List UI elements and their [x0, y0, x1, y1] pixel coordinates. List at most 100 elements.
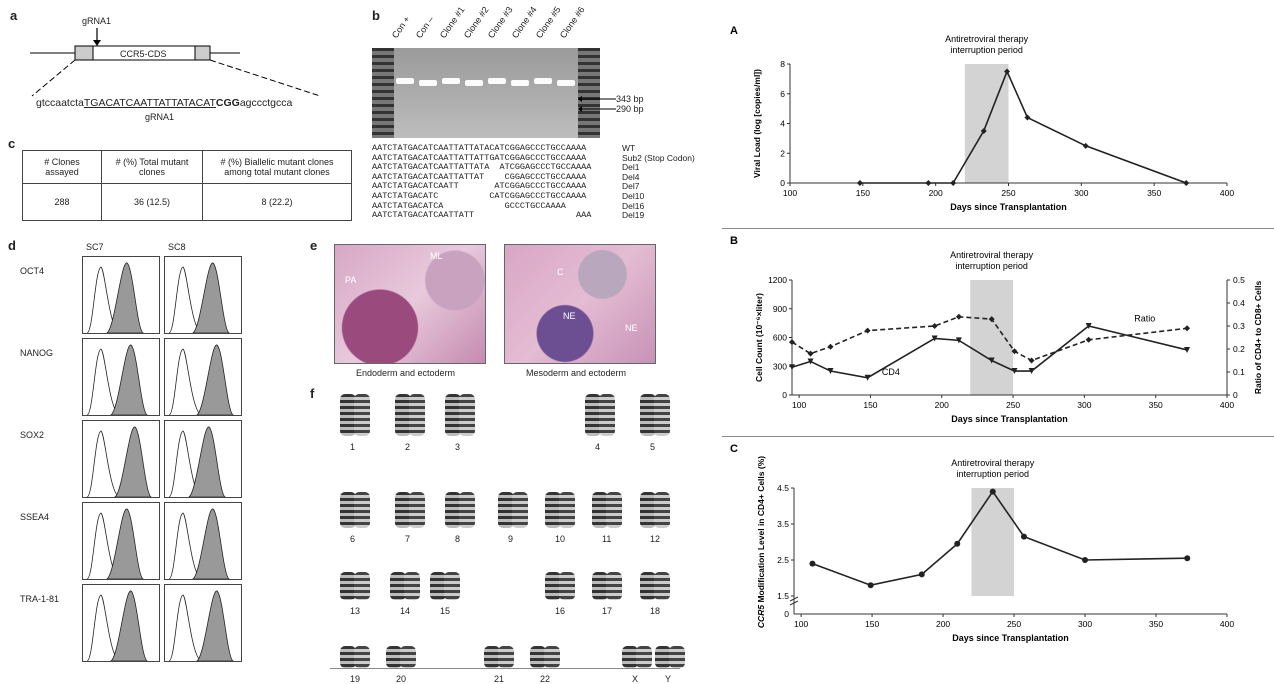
- panel-a-label: a: [10, 8, 18, 23]
- gel-lane-label: Con –: [413, 14, 436, 41]
- chromosome-label: 22: [540, 674, 551, 684]
- chromosome-label: 18: [650, 606, 661, 616]
- band-label-343: 343 bp: [616, 94, 644, 104]
- chromosome: [599, 394, 615, 436]
- chromosome-label: 17: [602, 606, 613, 616]
- header-total-mutant: # (%) Total mutant clones: [101, 150, 203, 184]
- cd4-point: [1085, 323, 1092, 329]
- sequence-pam: CGG: [215, 97, 240, 109]
- y-axis-label-rest: Modification Level in CD4+ Cells (%): [756, 456, 766, 605]
- chromosome: [400, 646, 416, 668]
- marker-curve: [187, 426, 227, 498]
- chromosome: [655, 646, 671, 668]
- gel-band: [465, 80, 483, 86]
- x-tick-label: 150: [856, 188, 870, 198]
- chromosome: [354, 572, 370, 600]
- y-tick-label: 0: [782, 390, 787, 400]
- chromosome: [640, 492, 656, 528]
- marker-curve: [109, 590, 149, 662]
- isotype-curve: [86, 594, 120, 662]
- histogram-sc7: [82, 338, 160, 416]
- gel-ladder-left: [372, 48, 394, 138]
- chromosome: [545, 572, 561, 600]
- interruption-label-line: Antiretroviral therapy: [945, 34, 1029, 44]
- interruption-label: Antiretroviral therapy interruption perio…: [951, 458, 1035, 479]
- value-biallelic: 8 (22.2): [202, 183, 352, 221]
- chromosome: [340, 572, 356, 600]
- chromosome: [459, 492, 475, 528]
- x-tick-label: 200: [936, 619, 950, 629]
- modification-point: [867, 582, 874, 589]
- modification-point: [1184, 555, 1191, 562]
- ratio-point: [1011, 348, 1018, 355]
- modification-point: [1082, 557, 1089, 563]
- x-tick-label: 150: [865, 619, 879, 629]
- chromosome-label: 14: [400, 606, 411, 616]
- histogram-plot: [168, 262, 231, 334]
- karyotype-baseline: [330, 668, 680, 669]
- cd4-point: [988, 357, 995, 364]
- chart-a: A Antiretroviral therapy interruption peri…: [730, 25, 1234, 212]
- isotype-curve: [86, 266, 120, 334]
- chromosome-label: 16: [555, 606, 566, 616]
- chromosome: [606, 572, 622, 600]
- viral-load-point: [1183, 180, 1190, 186]
- cd4-point: [955, 337, 962, 344]
- interruption-label-line: interruption period: [956, 469, 1029, 479]
- y-tick-label: 2.5: [777, 555, 789, 565]
- sequence-label: Del4: [622, 171, 640, 182]
- ratio-point: [931, 323, 938, 329]
- y-tick-label: 2: [780, 148, 785, 158]
- interruption-label: Antiretroviral therapy interruption perio…: [950, 250, 1034, 271]
- caption-endoderm: Endoderm and ectoderm: [356, 368, 456, 378]
- y-tick-label: 0: [780, 178, 785, 188]
- gel-band: [557, 80, 575, 86]
- y2-tick-label: 0.3: [1233, 321, 1245, 331]
- y-tick-label: 1200: [768, 275, 787, 285]
- modification-point: [1020, 533, 1027, 540]
- y2-tick-label: 0.4: [1233, 298, 1245, 308]
- series-label-ratio: Ratio: [1134, 313, 1155, 323]
- chromosome: [640, 394, 656, 436]
- y-axis-label: CCR5 Modification Level in CD4+ Cells (%…: [756, 456, 766, 628]
- chromosome: [592, 492, 608, 528]
- marker-curve: [191, 262, 231, 334]
- sequence-line: AATCTATGACATCAATT ATCGGAGCCCTGCCAAAA: [372, 181, 587, 192]
- sequence-label: Del16: [622, 200, 645, 211]
- cd4-point: [1011, 368, 1018, 375]
- series-label-cd4: CD4: [882, 367, 900, 377]
- y-tick-label: 4.5: [777, 483, 789, 493]
- histogram-plot: [86, 426, 153, 498]
- panel-label: A: [730, 25, 738, 37]
- isotype-curve: [86, 430, 120, 498]
- histogram-sc8: [164, 256, 242, 334]
- gene-schematic: [30, 28, 321, 97]
- annotation-ne-2: NE: [625, 323, 638, 333]
- histogram-sc8: [164, 338, 242, 416]
- chromosome-label: 4: [595, 442, 601, 452]
- column-sc8: SC8: [168, 242, 186, 252]
- sequence-prefix: gtccaatcta: [36, 97, 84, 109]
- viral-load-point: [980, 127, 987, 134]
- y-tick-label: 900: [773, 304, 787, 314]
- isotype-curve: [168, 512, 202, 580]
- chromosome: [654, 394, 670, 436]
- caption-mesoderm: Mesoderm and ectoderm: [526, 368, 627, 378]
- interruption-shading: [971, 488, 1015, 596]
- grna-label-bottom: gRNA1: [145, 112, 175, 122]
- gel-lane-label: Con +: [389, 14, 412, 41]
- x-tick-label: 400: [1220, 188, 1234, 198]
- histogram-plot: [86, 590, 149, 662]
- ratio-point: [988, 316, 995, 323]
- gene-box-label: CCR5-CDS: [120, 49, 167, 59]
- x-tick-label: 350: [1149, 400, 1163, 410]
- x-tick-label: 200: [929, 188, 943, 198]
- chromosome: [404, 572, 420, 600]
- clone-table: # Clones assayed # (%) Total mutant clon…: [22, 150, 352, 221]
- interruption-label: Antiretroviral therapy interruption perio…: [945, 34, 1029, 55]
- histogram-plot: [86, 508, 145, 580]
- x-axis-label: Days since Transplantation: [952, 633, 1069, 643]
- sequence-protospacer: TGACATCAATTATTATACAT: [83, 97, 216, 109]
- marker-curve: [109, 344, 149, 416]
- sequence-line: AATCTATGACATCAATTATTAT CGGAGCCCTGCCAAAA: [372, 171, 587, 182]
